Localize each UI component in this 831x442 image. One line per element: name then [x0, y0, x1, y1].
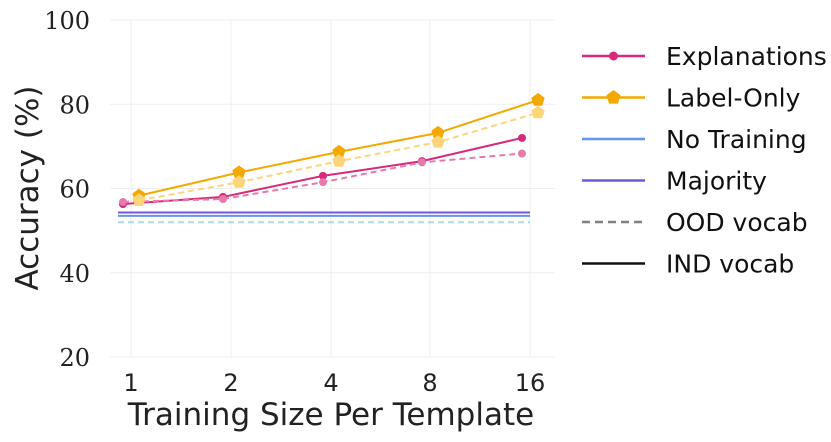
- legend-label: OOD vocab: [666, 208, 808, 237]
- tick-layer: 20 40 60 80 100 1 2 4 8 16: [44, 7, 545, 397]
- series-line: [122, 136, 523, 206]
- x-tick-label: 4: [323, 369, 338, 397]
- x-tick-label: 1: [123, 369, 138, 397]
- x-tick-label: 2: [223, 369, 238, 397]
- data-point: [319, 171, 327, 180]
- y-tick-label: 100: [44, 7, 90, 35]
- data-point: [319, 178, 327, 187]
- data-point: [132, 193, 146, 206]
- legend-item-ood-vocab: OOD vocab: [582, 208, 808, 237]
- y-axis-label: Accuracy (%): [10, 85, 46, 290]
- data-point: [531, 93, 545, 106]
- legend: Explanations Label-Only No Training Majorit…: [582, 42, 827, 279]
- series-explanations-ind-vocab: [119, 133, 526, 209]
- legend-marker: [606, 90, 621, 104]
- series-explanations-ood-vocab: [119, 149, 526, 206]
- legend-label: Explanations: [666, 42, 827, 71]
- legend-item-no-training: No Training: [582, 125, 807, 154]
- y-tick-label: 60: [59, 176, 90, 204]
- legend-item-label-only: Label-Only: [582, 84, 801, 113]
- data-point: [418, 158, 426, 167]
- data-point: [219, 195, 227, 204]
- x-axis-label: Training Size Per Template: [127, 397, 534, 433]
- grid-layer: [110, 19, 555, 358]
- legend-label: Majority: [666, 167, 767, 196]
- series-label-only-ood-vocab: [132, 105, 545, 206]
- series-layer: [118, 93, 545, 224]
- legend-item-explanations: Explanations: [582, 42, 827, 71]
- legend-item-majority: Majority: [582, 167, 767, 196]
- data-point: [119, 197, 127, 206]
- data-point: [531, 105, 545, 119]
- legend-marker: [609, 51, 618, 61]
- x-tick-label: 8: [422, 369, 437, 397]
- legend-item-ind-vocab: IND vocab: [582, 250, 794, 279]
- data-point: [518, 133, 526, 142]
- y-tick-label: 80: [59, 91, 90, 119]
- data-point: [232, 175, 246, 188]
- legend-label: No Training: [666, 125, 807, 154]
- data-point: [518, 149, 526, 158]
- legend-label: Label-Only: [666, 84, 801, 113]
- x-tick-label: 16: [515, 369, 546, 397]
- y-tick-label: 40: [59, 260, 90, 288]
- data-point: [332, 154, 346, 167]
- data-point: [332, 144, 346, 158]
- data-point: [431, 135, 445, 148]
- y-tick-label: 20: [59, 344, 90, 372]
- data-point: [431, 125, 445, 139]
- data-point: [232, 165, 246, 179]
- legend-label: IND vocab: [666, 250, 794, 279]
